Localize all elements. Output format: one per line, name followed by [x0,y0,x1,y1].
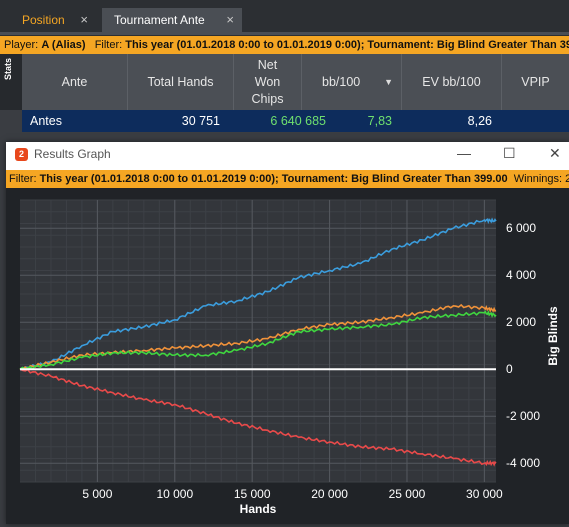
close-icon[interactable]: ✕ [549,145,561,161]
table-header: Ante Total Hands Net Won Chips bb/100 ▼ … [22,54,569,110]
x-tick-label: 20 000 [311,487,348,501]
filter-label: Filter: [9,173,37,185]
filter-value: This year (01.01.2018 0:00 to 01.01.2019… [39,173,508,185]
x-tick-label: 10 000 [156,487,193,501]
cell-vpip [502,110,562,132]
filter-value: This year (01.01.2018 0:00 to 01.01.2019… [125,39,569,51]
tab-tournament-ante[interactable]: Tournament Ante × [102,8,242,32]
column-header-label: Net Won Chips [251,57,284,106]
series-lines [19,217,497,467]
cell-net-won-chips: 6 640 685 [270,114,326,128]
column-header-vpip[interactable]: VPIP [502,54,569,110]
graph-area: 5 000 10 000 15 000 20 000 25 000 30 000 6 00… [6,188,569,524]
grid [20,199,496,483]
column-header-total-hands[interactable]: Total Hands [128,54,234,110]
column-header-label: VPIP [521,74,550,89]
close-icon[interactable]: × [226,12,234,27]
column-header-ante[interactable]: Ante [22,54,128,110]
app-icon: 2 [15,148,28,161]
stats-side-tab[interactable]: Stats [0,54,22,110]
tab-position[interactable]: Position × [10,8,98,32]
results-graph-window[interactable]: 2 Results Graph — ☐ ✕ Filter: This year … [6,142,569,524]
column-header-ev-bb100[interactable]: EV bb/100 [402,54,502,110]
y-tick-label: 4 000 [506,268,536,282]
winnings-label: Winnings: 2407 [513,173,569,185]
y-tick-label: 6 000 [506,221,536,235]
x-axis-label: Hands [240,502,277,516]
results-chart: 5 000 10 000 15 000 20 000 25 000 30 000 6 00… [19,199,560,516]
x-tick-labels: 5 000 10 000 15 000 20 000 25 000 30 000 [82,487,503,501]
tab-underline [0,32,569,35]
close-icon[interactable]: × [80,12,88,27]
x-tick-label: 25 000 [389,487,426,501]
column-header-label: Ante [61,74,88,89]
column-header-label: EV bb/100 [422,74,481,89]
series-line-4 [19,368,497,467]
filter-bar[interactable]: Player: A (Alias) Filter: This year (01.… [0,36,569,54]
y-tick-label: -2 000 [506,409,540,423]
y-tick-labels: 6 000 4 000 2 000 0 -2 000 -4 000 [506,221,540,470]
table-row[interactable]: Antes 30 751 6 640 685 7,83 8,26 [22,110,569,132]
y-tick-label: -4 000 [506,456,540,470]
player-label: Player: [4,39,39,51]
tab-label: Tournament Ante [114,13,205,27]
filter-label: Filter: [94,39,123,51]
column-header-bb100[interactable]: bb/100 ▼ [302,54,402,110]
maximize-icon[interactable]: ☐ [503,145,516,161]
x-tick-label: 30 000 [466,487,503,501]
cell-ev-bb100: 8,26 [467,114,492,128]
x-tick-label: 5 000 [82,487,112,501]
player-value: A (Alias) [41,39,86,51]
window-titlebar[interactable]: 2 Results Graph — ☐ ✕ [6,142,569,168]
tab-bar: Position × Tournament Ante × [0,0,569,38]
tab-label: Position [22,13,65,27]
stats-label: Stats [3,58,13,81]
minimize-icon[interactable]: — [457,145,471,161]
column-header-label: bb/100 [322,74,361,89]
graph-filter-bar[interactable]: Filter: This year (01.01.2018 0:00 to 01… [6,170,569,188]
x-tick-label: 15 000 [234,487,271,501]
cell-bb100: 7,83 [367,114,392,128]
column-header-net-won-chips[interactable]: Net Won Chips [234,54,302,110]
window-title: Results Graph [34,147,111,161]
y-tick-label: 0 [506,362,513,376]
series-line-1 [19,217,497,371]
y-tick-label: 2 000 [506,315,536,329]
series-line-2 [19,303,497,370]
sort-desc-icon[interactable]: ▼ [384,76,393,87]
y-axis-label: Big Blinds [546,306,560,366]
column-header-label: Total Hands [147,74,214,89]
series-line-3 [19,310,497,371]
cell-ante: Antes [30,114,62,128]
cell-total-hands: 30 751 [181,114,220,128]
